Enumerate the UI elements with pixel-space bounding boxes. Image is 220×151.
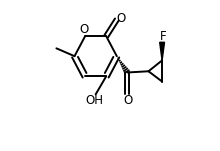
Text: F: F (160, 30, 166, 43)
Text: O: O (80, 23, 89, 36)
Text: OH: OH (85, 94, 103, 107)
Polygon shape (160, 42, 165, 60)
Text: O: O (123, 94, 133, 107)
Text: O: O (116, 12, 126, 25)
